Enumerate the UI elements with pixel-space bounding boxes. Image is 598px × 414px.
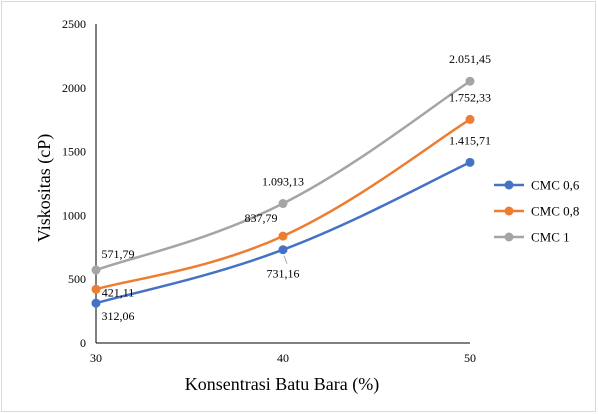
- data-label: 1.093,13: [262, 175, 304, 189]
- data-label: 1.415,71: [449, 133, 491, 147]
- y-tick-label: 2500: [62, 17, 86, 31]
- data-point: [465, 157, 475, 167]
- data-labels: 312,06 731,16 1.415,71 421,11 837,79 1.752,33…: [102, 52, 492, 323]
- data-point: [278, 245, 288, 255]
- x-tick-label: 50: [464, 351, 476, 365]
- data-label: 421,11: [102, 285, 135, 299]
- data-label: 2.051,45: [449, 52, 491, 66]
- data-point: [91, 265, 101, 275]
- data-label: 571,79: [102, 247, 135, 261]
- legend-point-marker: [504, 180, 514, 190]
- data-point: [465, 76, 475, 86]
- data-label: 1.752,33: [449, 90, 491, 104]
- series-points: [91, 76, 475, 308]
- data-point: [91, 284, 101, 294]
- legend-point-marker: [504, 206, 514, 216]
- data-point: [278, 231, 288, 241]
- legend-item: CMC 1: [494, 230, 570, 245]
- y-tick-label: 1500: [62, 145, 86, 159]
- legend-label: CMC 1: [531, 230, 570, 245]
- data-label: 731,16: [267, 267, 300, 281]
- y-tick-label: 2000: [62, 81, 86, 95]
- x-axis-title: Konsentrasi Batu Bara (%): [185, 374, 379, 395]
- legend-label: CMC 0,6: [531, 178, 580, 193]
- y-tick-label: 500: [68, 272, 86, 286]
- legend-item: CMC 0,8: [494, 204, 579, 219]
- x-tick-label: 30: [90, 351, 102, 365]
- legend-point-marker: [504, 232, 514, 242]
- y-tick-label: 1000: [62, 208, 86, 222]
- data-point: [91, 298, 101, 308]
- legend: CMC 0,6 CMC 0,8 CMC 1: [494, 178, 580, 245]
- legend-item: CMC 0,6: [494, 178, 580, 193]
- x-tick-label: 40: [277, 351, 289, 365]
- label-leader-line: [283, 255, 288, 264]
- x-tick-labels: 30 40 50: [90, 351, 476, 365]
- y-tick-label: 0: [80, 336, 86, 350]
- legend-label: CMC 0,8: [531, 204, 579, 219]
- y-axis-title: Viskositas (cP): [34, 134, 55, 242]
- y-tick-labels: 0 500 1000 1500 2000 2500: [62, 17, 86, 350]
- data-label: 312,06: [102, 309, 135, 323]
- data-point: [465, 114, 475, 124]
- data-point: [278, 199, 288, 209]
- data-label: 837,79: [245, 211, 278, 225]
